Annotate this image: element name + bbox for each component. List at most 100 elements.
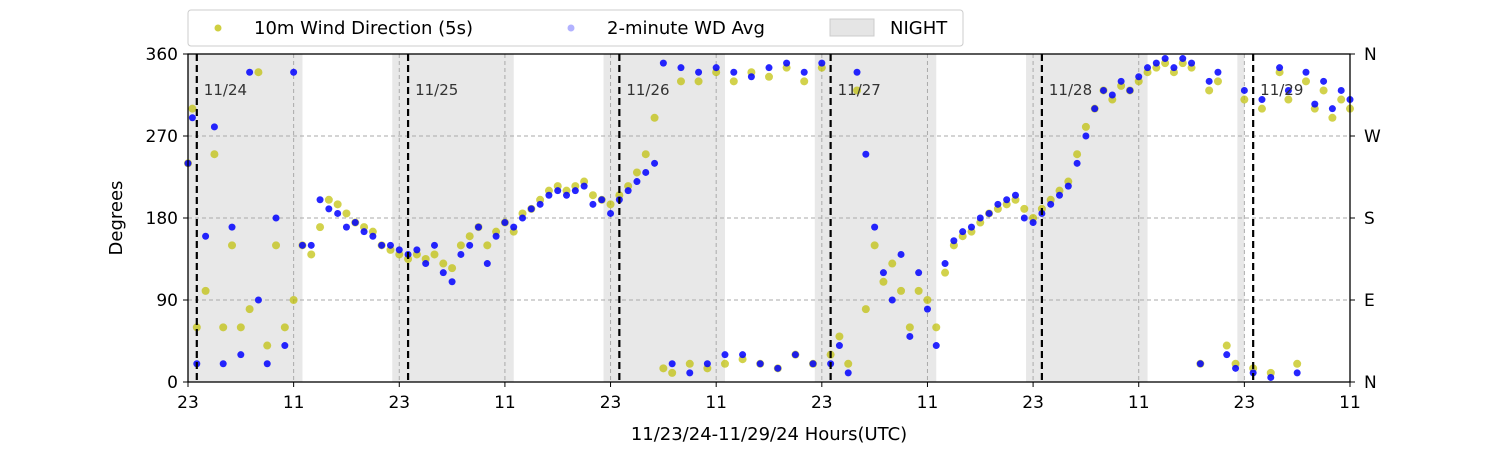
wd-avg-point	[1170, 64, 1178, 72]
wd-avg-point	[888, 296, 896, 304]
wd-avg-point	[527, 205, 535, 213]
wd-avg-point	[1029, 219, 1037, 227]
wind-direction-point	[659, 364, 668, 373]
legend: 10m Wind Direction (5s) 2-minute WD Avg …	[187, 9, 964, 47]
wd-avg-point	[351, 219, 359, 227]
wind-direction-point	[324, 195, 333, 204]
wd-avg-point	[501, 219, 509, 227]
wind-direction-point	[905, 323, 914, 332]
right-tick-label: N	[1364, 45, 1377, 65]
wind-direction-point	[1319, 86, 1328, 95]
gridlines	[188, 54, 1350, 382]
wind-direction-point	[800, 77, 809, 86]
wind-direction-point	[720, 359, 729, 368]
x-tick-label: 23	[1234, 393, 1256, 413]
wind-direction-point	[1328, 113, 1337, 122]
wd-avg-point	[871, 223, 879, 231]
wd-avg-point	[580, 182, 588, 190]
wind-direction-point	[897, 286, 906, 295]
wd-avg-point	[633, 178, 641, 186]
wd-avg-point	[422, 260, 430, 268]
wd-avg-point	[254, 296, 262, 304]
wind-direction-point	[219, 323, 228, 332]
wd-avg-point	[809, 360, 817, 368]
wd-avg-point	[439, 269, 447, 277]
wd-avg-point	[1082, 132, 1090, 140]
wd-avg-point	[1047, 200, 1055, 208]
wd-avg-point	[1117, 77, 1125, 85]
y-tick-label: 270	[146, 127, 178, 147]
wd-avg-point	[1232, 364, 1240, 372]
x-tick-label: 23	[388, 393, 410, 413]
wd-avg-point	[188, 114, 196, 122]
wd-avg-point	[290, 68, 298, 76]
wind-direction-point	[1222, 341, 1231, 350]
wind-direction-point	[729, 77, 738, 86]
wind-direction-point	[316, 223, 325, 232]
night-band	[392, 54, 514, 382]
wd-avg-point	[1311, 100, 1319, 108]
wd-avg-point	[342, 223, 350, 231]
x-tick-label: 11	[917, 393, 939, 413]
wd-avg-point	[360, 228, 368, 236]
legend-label-wd-avg: 2-minute WD Avg	[607, 18, 765, 39]
wind-direction-point	[1073, 150, 1082, 159]
wd-avg-point	[941, 260, 949, 268]
day-label: 11/28	[1049, 81, 1092, 99]
wd-avg-point	[510, 223, 518, 231]
wind-direction-point	[676, 77, 685, 86]
wd-avg-point	[316, 196, 324, 204]
wd-avg-point	[202, 232, 210, 240]
axes: 0 90 180 270 360 N E S W N 23 11 23 11 23 11 23 11 23 11 23 1…	[146, 45, 1381, 413]
x-tick-label: 11	[705, 393, 727, 413]
wd-avg-point	[219, 360, 227, 368]
legend-frame	[187, 9, 964, 47]
wind-direction-point	[1020, 204, 1029, 213]
wd-avg-point	[747, 73, 755, 81]
wd-avg-point	[386, 241, 394, 249]
wd-avg-point	[1152, 59, 1160, 67]
wind-direction-point	[1293, 359, 1302, 368]
wind-direction-point	[879, 277, 888, 286]
wd-avg-point	[263, 360, 271, 368]
wd-avg-point	[800, 68, 808, 76]
wind-direction-point	[307, 250, 316, 259]
wind-direction-point	[941, 268, 950, 277]
wind-direction-point	[430, 250, 439, 259]
wd-avg-point	[712, 64, 720, 72]
wd-avg-point	[325, 205, 333, 213]
wd-avg-point	[1284, 86, 1292, 94]
wd-avg-point	[1258, 96, 1266, 104]
wd-avg-point	[1214, 68, 1222, 76]
legend-label-wind-direction: 10m Wind Direction (5s)	[254, 18, 473, 39]
midnight-markers: 11/24 11/25 11/26 11/27 11/28 11/29	[195, 54, 1303, 382]
wd-avg-point	[492, 232, 500, 240]
wd-avg-point	[1161, 55, 1169, 63]
wd-avg-point	[563, 191, 571, 199]
wd-avg-point	[703, 360, 711, 368]
wind-direction-point	[263, 341, 272, 350]
wd-avg-point	[571, 187, 579, 195]
wd-avg-point	[1126, 86, 1134, 94]
wd-avg-point	[906, 332, 914, 340]
right-tick-label: W	[1364, 127, 1381, 147]
wind-direction-point	[1284, 95, 1293, 104]
day-label: 11/29	[1260, 81, 1303, 99]
x-tick-label: 11	[283, 393, 305, 413]
x-tick-label: 23	[600, 393, 622, 413]
wd-avg-point	[1064, 182, 1072, 190]
wind-direction-point	[1337, 95, 1346, 104]
wind-direction-point	[932, 323, 941, 332]
wd-avg-point	[1011, 191, 1019, 199]
wd-avg-point	[695, 68, 703, 76]
wind-direction-point	[668, 368, 677, 377]
wd-avg-point	[967, 223, 975, 231]
wd-avg-point	[686, 369, 694, 377]
wind-direction-point	[765, 72, 773, 81]
wd-avg-point	[466, 241, 474, 249]
wd-avg-point	[791, 351, 799, 359]
wd-avg-point	[457, 250, 465, 258]
wd-avg-point	[818, 59, 826, 67]
legend-swatch-night	[829, 18, 875, 37]
wd-avg-point	[1003, 196, 1011, 204]
